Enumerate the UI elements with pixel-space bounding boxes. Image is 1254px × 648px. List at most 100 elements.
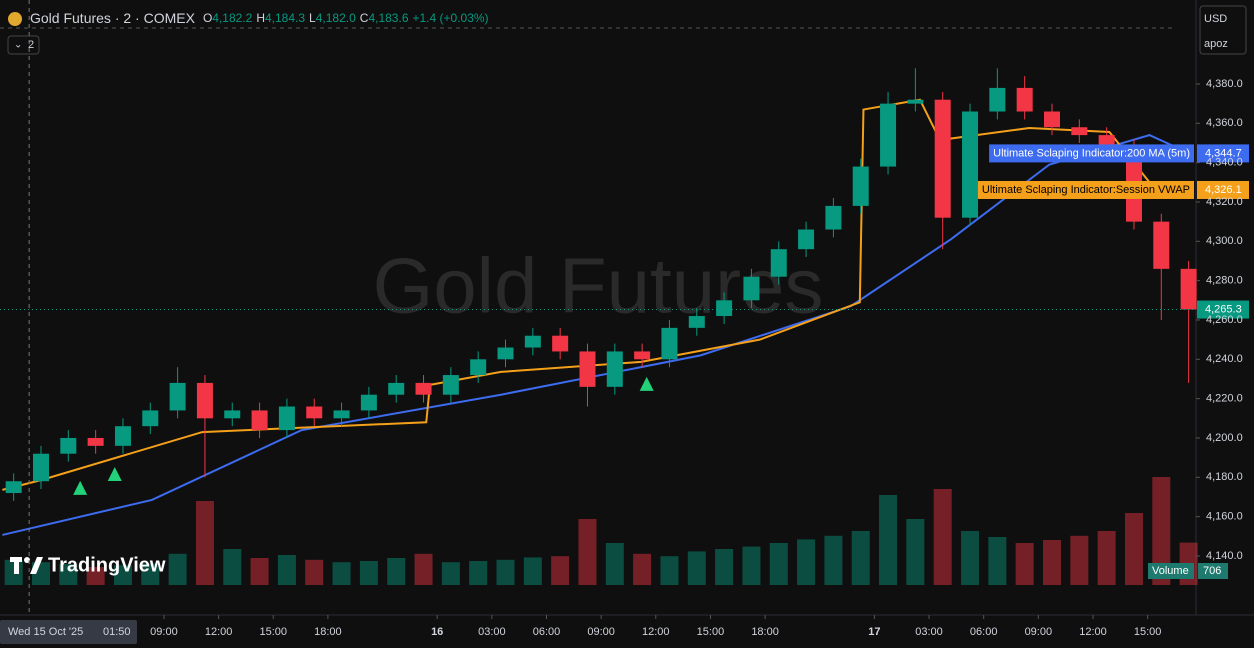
candle-body bbox=[661, 327, 678, 360]
candle-body bbox=[1016, 87, 1033, 112]
volume-value-box bbox=[1198, 563, 1228, 579]
volume-bar bbox=[961, 531, 980, 585]
title: Gold Futures · 2 · COMEX bbox=[30, 10, 196, 26]
x-tick-label: 18:00 bbox=[751, 626, 779, 638]
currency-box[interactable] bbox=[1199, 5, 1247, 55]
volume-bar bbox=[1015, 543, 1034, 585]
buy-signal bbox=[73, 480, 88, 495]
symbol-icon bbox=[8, 12, 22, 26]
y-tick-label: 4,200.0 bbox=[1206, 432, 1243, 444]
candle-body bbox=[770, 249, 787, 277]
indicator-name-label: Ultimate Sclaping Indicator:Session VWAP bbox=[982, 184, 1190, 196]
candle-body bbox=[1153, 221, 1170, 269]
plot-area bbox=[0, 68, 1198, 585]
volume-bar bbox=[879, 495, 898, 585]
y-tick-label: 4,300.0 bbox=[1206, 235, 1243, 247]
ohlc-value: 4,183.6 bbox=[368, 11, 408, 25]
volume-value: 706 bbox=[1203, 565, 1221, 577]
x-tick-label: 06:00 bbox=[970, 626, 998, 638]
candle-body bbox=[688, 316, 705, 328]
candle-body bbox=[606, 351, 623, 387]
ohlc-value: 4,182.0 bbox=[316, 11, 356, 25]
y-tick-label: 4,360.0 bbox=[1206, 117, 1243, 129]
logo-shape bbox=[24, 557, 30, 563]
x-tick-label: 06:00 bbox=[533, 626, 561, 638]
candle-body bbox=[278, 406, 295, 431]
buy-signal bbox=[639, 376, 654, 391]
volume-bar bbox=[578, 519, 597, 585]
candle-body bbox=[1180, 268, 1197, 310]
x-tick-label: 09:00 bbox=[1025, 626, 1053, 638]
volume-bar bbox=[523, 557, 542, 585]
volume-bar bbox=[359, 561, 378, 585]
volume-bar bbox=[742, 546, 761, 585]
volume-bar bbox=[906, 519, 925, 585]
x-tick-label: 18:00 bbox=[314, 626, 342, 638]
interval-box[interactable] bbox=[7, 35, 40, 55]
y-tick-label: 4,240.0 bbox=[1206, 353, 1243, 365]
interval-chevron: ⌄ bbox=[14, 40, 22, 51]
x-tick-label: 15:00 bbox=[259, 626, 287, 638]
volume-bar bbox=[551, 556, 570, 585]
volume-bar bbox=[86, 567, 105, 585]
last-price-box bbox=[1197, 300, 1249, 319]
volume-bar bbox=[59, 564, 78, 585]
y-tick-label: 4,260.0 bbox=[1206, 314, 1243, 326]
candle-body bbox=[825, 205, 842, 230]
crosshair-date: Wed 15 Oct '25 bbox=[8, 626, 83, 638]
candle-body bbox=[196, 382, 213, 419]
volume-bar bbox=[851, 531, 870, 585]
candle-body bbox=[388, 382, 405, 395]
ohlc-label: L bbox=[309, 11, 316, 25]
volume-bar bbox=[496, 559, 515, 585]
candle-body bbox=[852, 166, 869, 206]
y-tick-label: 4,280.0 bbox=[1206, 275, 1243, 287]
candle-body bbox=[743, 276, 760, 301]
volume-bar bbox=[414, 553, 433, 585]
overlay: Gold Futures · 2 · COMEX O4,182.2 H4,184.3… bbox=[7, 5, 1249, 579]
interval: 2 bbox=[28, 39, 34, 51]
volume-bar bbox=[1070, 535, 1089, 585]
candle-body bbox=[1044, 111, 1061, 128]
volume-bar bbox=[168, 553, 187, 585]
ohlc-value: 4,182.2 bbox=[212, 11, 252, 25]
currency: USD bbox=[1204, 13, 1227, 25]
volume-bar bbox=[1097, 531, 1116, 585]
last-price-label: 4,265.3 bbox=[1205, 303, 1242, 315]
indicator-value-label: 4,344.7 bbox=[1205, 147, 1242, 159]
volume-bar bbox=[933, 489, 952, 585]
logo: TradingView bbox=[10, 554, 166, 576]
volume-bar bbox=[715, 549, 734, 585]
volume-bar bbox=[4, 559, 23, 585]
candle-body bbox=[333, 410, 350, 419]
x-tick-label: 09:00 bbox=[150, 626, 178, 638]
x-tick-label: 03:00 bbox=[478, 626, 506, 638]
candle-body bbox=[169, 382, 186, 411]
candle-body bbox=[60, 437, 77, 454]
volume-bar bbox=[605, 543, 624, 585]
candle-body bbox=[497, 347, 514, 360]
volume-bar bbox=[387, 558, 406, 585]
candle-body bbox=[415, 382, 432, 395]
ohlc-label: C bbox=[360, 11, 369, 25]
x-tick-label: 15:00 bbox=[1134, 626, 1162, 638]
candle-body bbox=[716, 300, 733, 317]
volume-bar bbox=[687, 551, 706, 585]
volume-bar bbox=[988, 537, 1007, 585]
volume-name: Volume bbox=[1152, 565, 1189, 577]
volume-bar bbox=[141, 563, 160, 585]
x-tick-label: 09:00 bbox=[587, 626, 615, 638]
volume-bar bbox=[250, 558, 269, 585]
y-tick-label: 4,340.0 bbox=[1206, 157, 1243, 169]
candle-body bbox=[1098, 135, 1115, 147]
candle-body bbox=[251, 410, 268, 431]
volume-bar bbox=[1124, 513, 1143, 585]
candle-body bbox=[5, 481, 22, 494]
ohlc-value: 4,184.3 bbox=[265, 11, 305, 25]
volume-bar bbox=[824, 535, 843, 585]
volume-bar bbox=[797, 539, 816, 585]
y-tick-label: 4,180.0 bbox=[1206, 471, 1243, 483]
volume-bar bbox=[277, 555, 296, 585]
ohlc-label: H bbox=[256, 11, 265, 25]
scale-mode: apoz bbox=[1204, 38, 1228, 50]
